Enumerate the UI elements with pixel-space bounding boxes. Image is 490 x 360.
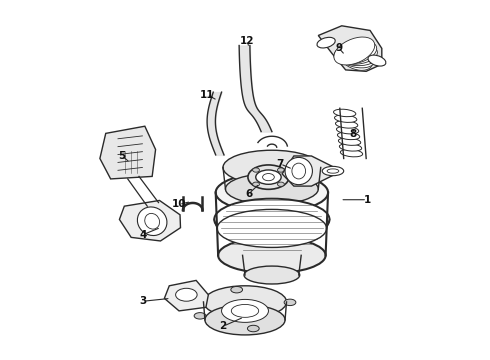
Ellipse shape: [231, 305, 259, 318]
Ellipse shape: [335, 43, 377, 64]
Text: 7: 7: [276, 159, 284, 169]
Ellipse shape: [214, 199, 330, 240]
Text: 12: 12: [240, 36, 255, 46]
Ellipse shape: [339, 138, 361, 145]
Ellipse shape: [340, 144, 362, 151]
Ellipse shape: [368, 55, 386, 66]
Text: 4: 4: [140, 230, 147, 239]
Text: 5: 5: [118, 150, 125, 161]
Polygon shape: [282, 156, 333, 186]
Ellipse shape: [203, 286, 287, 318]
Text: 10: 10: [172, 199, 186, 210]
Text: 9: 9: [335, 43, 343, 53]
Text: 2: 2: [220, 321, 227, 331]
Polygon shape: [164, 280, 208, 311]
Ellipse shape: [336, 121, 358, 128]
Ellipse shape: [341, 149, 363, 157]
Text: 3: 3: [140, 296, 147, 306]
Ellipse shape: [253, 168, 259, 172]
Polygon shape: [120, 201, 180, 241]
Ellipse shape: [337, 126, 359, 134]
Ellipse shape: [263, 174, 274, 181]
Ellipse shape: [277, 168, 284, 172]
Text: 11: 11: [199, 90, 214, 100]
Ellipse shape: [218, 237, 326, 273]
Ellipse shape: [253, 182, 259, 186]
Text: 8: 8: [350, 129, 357, 139]
Ellipse shape: [284, 299, 296, 306]
Polygon shape: [318, 26, 382, 71]
Ellipse shape: [137, 207, 167, 235]
Ellipse shape: [338, 132, 360, 140]
Ellipse shape: [277, 182, 284, 186]
Ellipse shape: [335, 115, 357, 122]
Ellipse shape: [336, 45, 377, 66]
Ellipse shape: [221, 300, 269, 322]
Text: 1: 1: [364, 195, 371, 205]
Ellipse shape: [340, 48, 372, 70]
Ellipse shape: [317, 37, 335, 48]
Ellipse shape: [225, 174, 318, 204]
Ellipse shape: [247, 325, 259, 332]
Ellipse shape: [145, 213, 160, 229]
Text: 6: 6: [245, 189, 252, 199]
Ellipse shape: [338, 47, 375, 68]
Ellipse shape: [292, 163, 306, 179]
Ellipse shape: [244, 266, 300, 284]
Ellipse shape: [217, 210, 327, 247]
Ellipse shape: [285, 157, 313, 185]
Ellipse shape: [194, 312, 206, 319]
Ellipse shape: [334, 109, 356, 117]
Ellipse shape: [256, 170, 281, 184]
Ellipse shape: [327, 169, 339, 173]
Ellipse shape: [216, 173, 328, 212]
Ellipse shape: [231, 287, 243, 293]
Ellipse shape: [248, 165, 289, 189]
Ellipse shape: [334, 37, 375, 65]
Ellipse shape: [205, 305, 285, 335]
Ellipse shape: [334, 40, 377, 64]
Ellipse shape: [322, 166, 343, 176]
Polygon shape: [100, 126, 156, 179]
Ellipse shape: [175, 288, 197, 301]
Ellipse shape: [223, 150, 321, 185]
